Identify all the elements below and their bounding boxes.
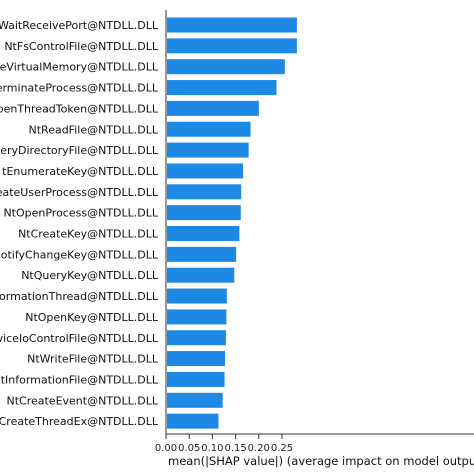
- bars-group: [167, 17, 297, 429]
- bar-15: [167, 330, 226, 346]
- bar-4: [167, 100, 259, 116]
- category-label-6: eryDirectoryFile@NTDLL.DLL: [0, 144, 159, 157]
- bar-9: [167, 205, 241, 221]
- category-label-11: otifyChangeKey@NTDLL.DLL: [1, 248, 159, 261]
- category-label-16: NtWriteFile@NTDLL.DLL: [27, 353, 159, 366]
- x-tick-label-2: 0.10: [201, 443, 223, 454]
- category-label-13: ormationThread@NTDLL.DLL: [0, 290, 159, 303]
- bar-18: [167, 392, 223, 408]
- bar-2: [167, 59, 285, 75]
- x-axis-title: mean(|SHAP value|) (average impact on mo…: [168, 454, 474, 468]
- bar-13: [167, 288, 227, 304]
- bar-19: [167, 413, 219, 429]
- bar-6: [167, 142, 249, 158]
- category-label-12: NtQueryKey@NTDLL.DLL: [21, 269, 159, 282]
- category-label-15: viceIoControlFile@NTDLL.DLL: [0, 332, 159, 345]
- category-label-5: NtReadFile@NTDLL.DLL: [29, 123, 159, 136]
- bar-5: [167, 121, 251, 137]
- bar-0: [167, 17, 297, 33]
- x-axis-ticks: 0.00 0.05 0.10 0.15 0.20 0.25: [155, 434, 293, 454]
- bar-17: [167, 371, 225, 387]
- category-label-2: eVirtualMemory@NTDLL.DLL: [0, 61, 159, 74]
- category-label-14: NtOpenKey@NTDLL.DLL: [25, 311, 159, 324]
- x-tick-label-5: 0.25: [271, 443, 293, 454]
- bar-11: [167, 246, 237, 262]
- category-label-4: penThreadToken@NTDLL.DLL: [0, 102, 159, 115]
- category-label-9: NtOpenProcess@NTDLL.DLL: [3, 207, 158, 220]
- category-label-18: NtCreateEvent@NTDLL.DLL: [6, 394, 158, 407]
- category-label-10: NtCreateKey@NTDLL.DLL: [18, 228, 159, 241]
- category-label-1: NtFsControlFile@NTDLL.DLL: [4, 40, 159, 53]
- category-label-19: CreateThreadEx@NTDLL.DLL: [0, 415, 159, 428]
- category-label-7: tEnumerateKey@NTDLL.DLL: [2, 165, 159, 178]
- bar-14: [167, 309, 227, 325]
- x-tick-label-4: 0.20: [248, 443, 270, 454]
- category-label-0: WaitReceivePort@NTDLL.DLL: [0, 19, 159, 32]
- category-label-8: eateUserProcess@NTDLL.DLL: [0, 186, 159, 199]
- x-tick-label-3: 0.15: [224, 443, 246, 454]
- category-label-17: tInformationFile@NTDLL.DLL: [1, 373, 159, 386]
- x-tick-label-0: 0.00: [155, 443, 177, 454]
- bar-8: [167, 184, 242, 200]
- bar-10: [167, 226, 240, 241]
- bar-7: [167, 163, 244, 179]
- bar-3: [167, 80, 277, 96]
- category-label-3: erminateProcess@NTDLL.DLL: [0, 82, 159, 95]
- bar-16: [167, 351, 225, 367]
- bar-12: [167, 267, 235, 283]
- category-labels: WaitReceivePort@NTDLL.DLL NtFsControlFile…: [0, 19, 159, 428]
- x-tick-label-1: 0.05: [178, 443, 200, 454]
- bar-1: [167, 38, 297, 54]
